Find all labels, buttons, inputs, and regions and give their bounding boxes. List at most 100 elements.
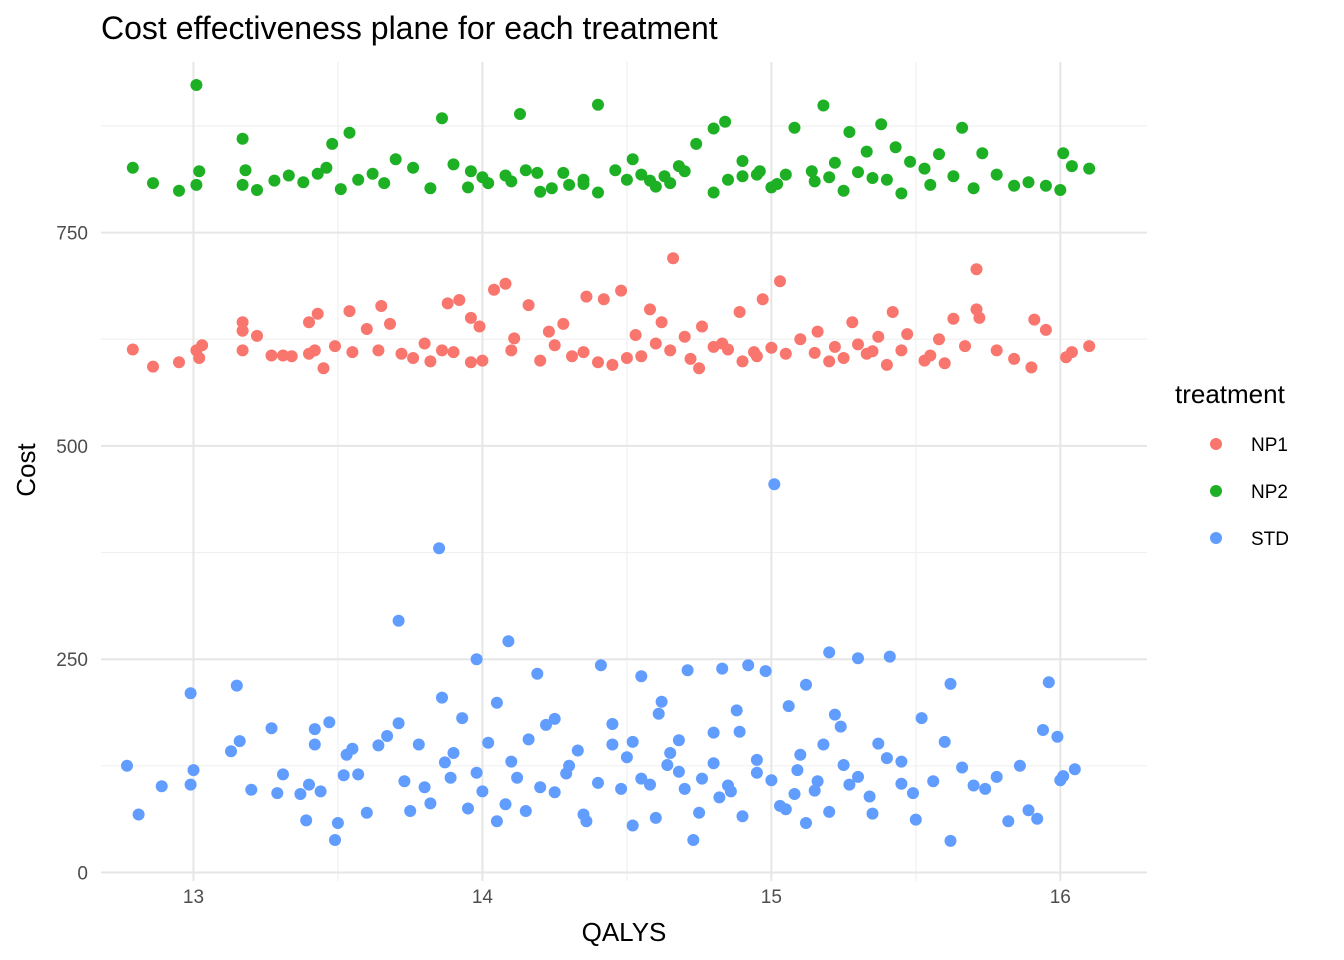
data-point [817,99,830,112]
data-point [476,785,489,798]
data-point [620,173,633,186]
data-point [1042,676,1055,689]
data-point [378,177,391,190]
data-point [1008,352,1021,365]
data-point [979,782,992,795]
data-point [147,360,159,373]
data-point [360,323,373,335]
data-point [759,665,772,678]
data-point [196,339,209,352]
data-point [681,664,694,677]
data-point [866,172,879,184]
data-point [265,349,278,362]
data-point [768,478,781,491]
data-point [592,98,604,111]
data-point [947,312,960,325]
data-point [329,340,341,353]
data-point [947,170,960,183]
data-point [392,717,405,730]
data-point [190,178,203,191]
series-np1 [126,252,1096,375]
data-point [800,817,812,829]
data-point [742,659,755,672]
data-point [909,813,922,826]
data-point [331,817,344,829]
data-point [626,735,639,748]
data-point [531,166,544,179]
data-point [404,805,417,817]
data-point [970,263,983,276]
data-point [652,707,665,720]
data-point [470,653,483,666]
data-point [476,171,489,184]
data-point [811,775,824,788]
data-point [1022,804,1035,817]
data-point [918,162,931,175]
data-point [664,344,677,357]
data-point [311,167,324,180]
data-point [534,354,547,367]
data-point [372,344,385,357]
data-point [594,659,607,672]
legend-key-np2 [1210,485,1222,497]
data-point [499,277,512,290]
data-point [779,803,792,816]
data-point [1025,361,1038,374]
data-point [407,161,420,174]
x-tick-label: 15 [761,887,782,908]
data-point [886,306,899,318]
data-point [808,784,821,797]
data-point [592,356,604,369]
data-point [967,779,980,792]
data-point [531,667,544,680]
data-point [782,700,795,713]
data-point [548,712,561,725]
data-point [788,121,801,134]
data-point [476,354,489,367]
data-point [828,156,841,169]
data-point [860,145,873,158]
data-point [407,352,420,364]
data-point [649,180,662,193]
data-point [846,316,859,329]
data-point [571,744,584,757]
data-point [592,186,604,199]
data-point [436,691,448,704]
data-point [311,307,324,320]
data-point [592,776,604,789]
data-point [464,311,477,324]
data-point [823,355,836,368]
data-point [277,768,289,781]
data-point [976,147,989,160]
data-point [372,739,385,752]
data-point [736,355,749,368]
data-point [635,772,648,785]
data-point [236,316,249,329]
data-point [1065,346,1078,359]
data-point [956,121,969,134]
data-point [1051,730,1064,743]
data-point [690,137,703,150]
data-point [693,806,706,819]
data-point [126,161,139,174]
data-point [606,358,619,371]
data-point [1057,147,1070,160]
data-point [644,303,656,316]
data-point [678,330,691,343]
data-point [649,811,662,824]
data-point [225,745,237,758]
data-point [482,736,495,749]
data-point [542,325,555,338]
data-point [193,352,206,364]
data-point [412,738,425,751]
data-point [649,337,662,350]
data-point [944,834,957,847]
data-point [294,788,307,800]
data-point [1028,313,1041,326]
data-point [672,734,685,747]
data-point [938,357,951,370]
data-point [1008,179,1021,192]
data-point [297,176,310,189]
data-point [852,338,864,351]
data-point [938,735,951,748]
